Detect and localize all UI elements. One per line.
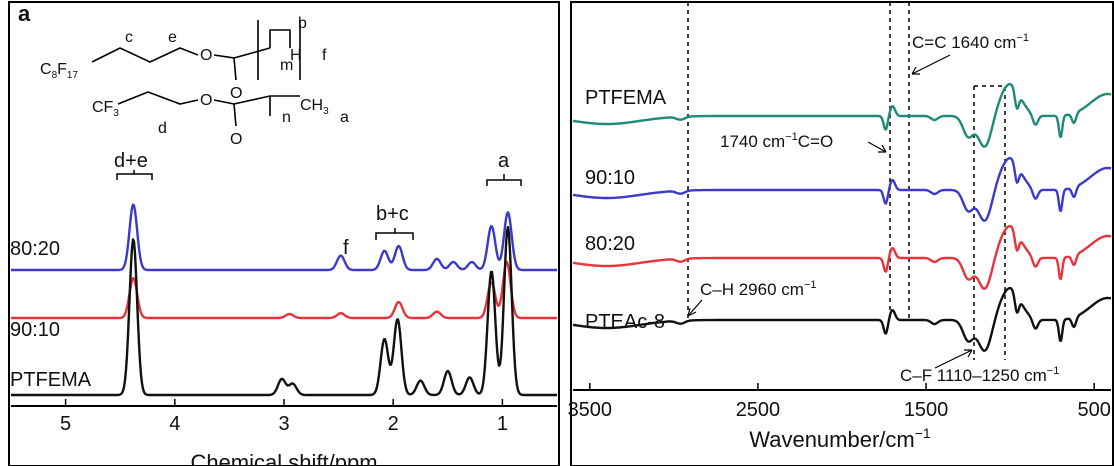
ir-tick-label-2: 1500 xyxy=(904,399,949,421)
c8f17-label: C8F17 xyxy=(40,61,78,81)
label-d: d xyxy=(158,120,167,137)
lower-ester-bonds xyxy=(213,95,300,127)
annotation-co: 1740 cm−1C=O xyxy=(720,131,833,151)
sub-n: n xyxy=(282,109,291,126)
ftir-annotations: C=C 1640 cm−1 1740 cm−1C=O C–H 2960 cm−1… xyxy=(687,32,1059,385)
nmr-x-axis-title: Chemical shift/ppm xyxy=(190,450,377,466)
hydrogen: H xyxy=(290,47,302,64)
nmr-trace-1 xyxy=(10,260,558,320)
ir-tick-label-3: 500 xyxy=(1078,399,1111,421)
ir-label-pteac8: PTEAc-8 xyxy=(585,311,665,333)
ch3-label: CH3 xyxy=(300,97,329,117)
ir-trace-1 xyxy=(572,156,1112,222)
nmr-label-80-20: 80:20 xyxy=(10,238,60,260)
ir-tick-label-1: 2500 xyxy=(736,399,781,421)
label-a: a xyxy=(340,109,349,126)
panel-label: a xyxy=(18,1,31,26)
ir-label-80-20: 80:20 xyxy=(585,233,635,255)
nmr-tick-label-4: 1 xyxy=(497,413,508,435)
oxygen-3: O xyxy=(200,92,212,109)
upper-backbone-bonds xyxy=(257,20,301,80)
ftir-traces xyxy=(572,82,1112,352)
arrow-co xyxy=(867,141,887,153)
ftir-x-axis: 3500 2500 1500 500 xyxy=(568,383,1111,421)
nmr-x-axis: 5 4 3 2 1 xyxy=(11,399,557,435)
ftir-frame xyxy=(570,1,1114,466)
ir-label-90-10: 90:10 xyxy=(585,167,635,189)
annotation-bc: b+c xyxy=(376,203,409,225)
lower-chain-bonds xyxy=(117,91,199,105)
upper-chain-bonds xyxy=(91,47,199,63)
ref-box-cf xyxy=(973,85,1006,360)
nmr-label-ptfema: PTFEMA xyxy=(10,369,92,391)
bracket-a xyxy=(486,174,522,186)
nmr-traces xyxy=(10,203,558,397)
annotation-de: d+e xyxy=(114,150,148,172)
annotation-a: a xyxy=(498,150,510,172)
upper-ester-bonds xyxy=(213,47,271,81)
bracket-bc xyxy=(375,228,414,240)
nmr-trace-2 xyxy=(10,225,558,397)
oxygen-1: O xyxy=(200,47,212,64)
nmr-trace-0 xyxy=(10,203,558,272)
bracket-de xyxy=(116,170,153,180)
sub-m: m xyxy=(280,57,293,74)
label-c: c xyxy=(125,29,133,46)
ir-trace-3 xyxy=(572,286,1112,352)
annotation-ch: C–H 2960 cm−1 xyxy=(700,279,816,299)
nmr-label-90-10: 90:10 xyxy=(10,319,60,341)
oxygen-4: O xyxy=(230,131,242,148)
nmr-tick-label-1: 4 xyxy=(169,413,180,435)
nmr-tick-label-3: 2 xyxy=(388,413,399,435)
nmr-annotations: d+e f b+c a xyxy=(114,150,522,259)
ir-trace-2 xyxy=(572,224,1112,290)
label-b: b xyxy=(298,15,307,32)
label-f: f xyxy=(322,47,327,64)
chemical-structure: C8F17 O O c e b H m f CF3 O O CH3 n d a xyxy=(40,15,349,148)
arrow-ch xyxy=(687,299,703,317)
ftir-panel: PTFEMA 90:10 80:20 PTEAc-8 C=C 1640 cm−1… xyxy=(568,1,1114,466)
nmr-frame xyxy=(8,1,560,466)
nmr-tick-label-2: 3 xyxy=(278,413,289,435)
oxygen-2: O xyxy=(230,85,242,102)
arrow-cf xyxy=(934,349,973,369)
nmr-panel: a C8F17 O O c e b H m f CF3 O O CH3 n d xyxy=(8,1,560,466)
label-e: e xyxy=(168,29,177,46)
ir-trace-0 xyxy=(572,82,1112,148)
arrow-cc xyxy=(911,54,951,75)
cf3-label: CF3 xyxy=(92,99,119,119)
ftir-x-axis-title: Wavenumber/cm−1 xyxy=(749,425,931,452)
annotation-cc: C=C 1640 cm−1 xyxy=(912,32,1029,52)
annotation-cf: C–F 1110–1250 cm−1 xyxy=(900,365,1059,385)
ir-tick-label-0: 3500 xyxy=(568,399,613,421)
nmr-tick-label-0: 5 xyxy=(60,413,71,435)
ir-label-ptfema: PTFEMA xyxy=(585,87,667,109)
annotation-f: f xyxy=(343,237,349,259)
ftir-reference-lines xyxy=(687,2,1006,360)
